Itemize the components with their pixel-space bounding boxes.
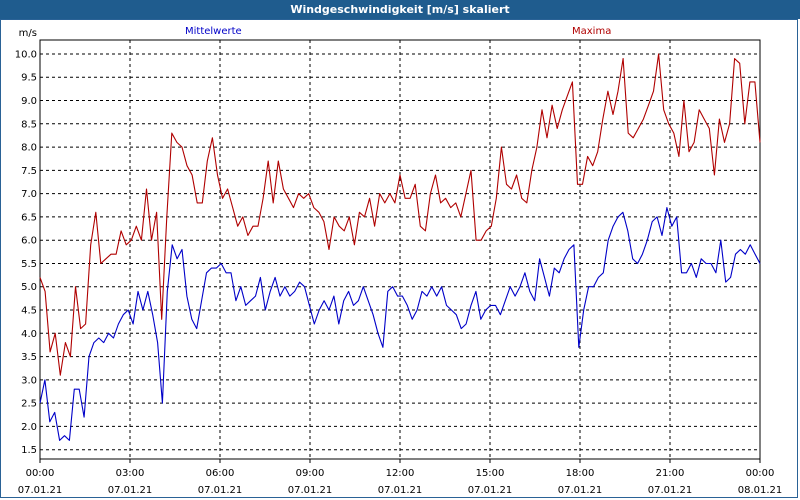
x-tick-time: 09:00 [296, 468, 325, 479]
x-tick-time: 06:00 [206, 468, 235, 479]
y-tick-label: 2.5 [21, 399, 37, 410]
y-tick-label: 8.0 [21, 143, 37, 154]
x-tick-date: 07.01.21 [648, 485, 693, 496]
legend-label-maxima: Maxima [572, 26, 612, 37]
x-tick-time: 12:00 [386, 468, 415, 479]
series-line-maxima [39, 53, 761, 376]
y-tick-label: 7.0 [21, 189, 37, 200]
y-tick-label: 5.5 [21, 259, 37, 270]
x-tick-date: 07.01.21 [558, 485, 603, 496]
x-tick-time: 15:00 [476, 468, 505, 479]
legend-mittelwerte: Mittelwerte [185, 26, 242, 37]
y-tick-label: 4.0 [21, 329, 37, 340]
x-tick-time: 18:00 [566, 468, 595, 479]
y-tick-label: 2.0 [21, 422, 37, 433]
x-tick-date: 08.01.21 [738, 485, 783, 496]
y-tick-label: 7.5 [21, 166, 37, 177]
x-tick-time: 03:00 [116, 468, 145, 479]
y-tick-label: 6.5 [21, 212, 37, 223]
x-tick-time: 21:00 [656, 468, 685, 479]
chart-title-bar: Windgeschwindigkeit [m/s] skaliert [0, 0, 800, 19]
x-tick-date: 07.01.21 [378, 485, 423, 496]
x-tick-date: 07.01.21 [108, 485, 153, 496]
legend-label-mittelwerte: Mittelwerte [185, 26, 242, 37]
x-tick-time: 00:00 [26, 468, 55, 479]
y-tick-label: 6.0 [21, 236, 37, 247]
y-tick-label: 5.0 [21, 282, 37, 293]
legend-maxima: Maxima [572, 26, 611, 37]
y-axis-label: m/s [19, 28, 37, 39]
y-tick-label: 3.0 [21, 375, 37, 386]
y-tick-label: 3.5 [21, 352, 37, 363]
chart-frame [0, 19, 798, 498]
x-tick-date: 07.01.21 [18, 485, 63, 496]
y-tick-label: 9.5 [21, 73, 37, 84]
x-tick-date: 07.01.21 [468, 485, 513, 496]
y-tick-label: 10.0 [15, 49, 37, 60]
y-tick-label: 8.5 [21, 119, 37, 130]
y-tick-label: 1.5 [21, 445, 37, 456]
y-tick-label: 9.0 [21, 96, 37, 107]
chart-title: Windgeschwindigkeit [m/s] skaliert [290, 3, 510, 16]
y-tick-label: 4.5 [21, 306, 37, 317]
series-line-mittelwerte [39, 207, 761, 441]
x-tick-date: 07.01.21 [288, 485, 333, 496]
x-tick-time: 00:00 [746, 468, 775, 479]
x-tick-date: 07.01.21 [198, 485, 243, 496]
